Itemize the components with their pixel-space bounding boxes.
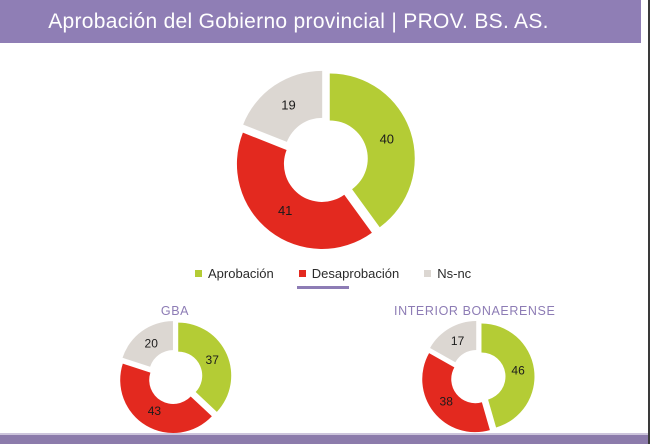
donut-slice-desaprobacion xyxy=(236,132,372,249)
legend-label: Aprobación xyxy=(208,266,274,281)
header-band: Aprobación del Gobierno provincial | PRO… xyxy=(0,0,641,43)
slice-value-label: 17 xyxy=(451,334,465,348)
slice-value-label: 38 xyxy=(440,394,454,408)
slice-value-label: 43 xyxy=(148,404,162,418)
footer-band xyxy=(0,433,648,444)
donut-slice-nsnc xyxy=(243,70,323,142)
donut-slice-desaprobacion xyxy=(422,353,490,433)
aprobacion-swatch-icon xyxy=(195,270,202,277)
donut-slice-nsnc xyxy=(122,321,173,367)
interior-donut-chart: 46 38 17 xyxy=(422,320,535,433)
donut-slice-aprobacion xyxy=(178,322,232,412)
slice-value-label: 37 xyxy=(206,353,220,367)
donut-slice-nsnc xyxy=(430,320,477,363)
desaprobacion-swatch-icon xyxy=(298,270,306,277)
gba-donut-chart: 37 43 20 xyxy=(120,321,232,434)
right-border xyxy=(648,0,650,444)
divider-line xyxy=(297,286,349,289)
slice-value-label: 41 xyxy=(278,203,292,218)
legend: Aprobación Desaprobación Ns-nc xyxy=(195,266,471,281)
legend-item-aprobacion: Aprobación xyxy=(195,266,274,281)
slice-value-label: 20 xyxy=(145,336,159,350)
main-donut-chart: 40 41 19 xyxy=(236,70,415,249)
gba-chart-title: GBA xyxy=(160,304,190,318)
nsnc-swatch-icon xyxy=(424,270,432,277)
slice-value-label: 46 xyxy=(511,363,525,377)
legend-item-desaprobacion: Desaprobación xyxy=(298,266,400,281)
slice-value-label: 19 xyxy=(281,98,295,113)
donut-slice-aprobacion xyxy=(481,323,535,428)
interior-chart-title: INTERIOR BONAERENSE xyxy=(394,304,556,318)
legend-item-nsnc: Ns-nc xyxy=(424,266,471,281)
legend-label: Desaprobación xyxy=(311,266,400,281)
donut-slice-aprobacion xyxy=(329,73,415,228)
slice-value-label: 40 xyxy=(380,131,394,146)
page-title: Aprobación del Gobierno provincial | PRO… xyxy=(48,9,549,33)
donut-slice-desaprobacion xyxy=(120,363,212,434)
legend-label: Ns-nc xyxy=(437,266,472,281)
